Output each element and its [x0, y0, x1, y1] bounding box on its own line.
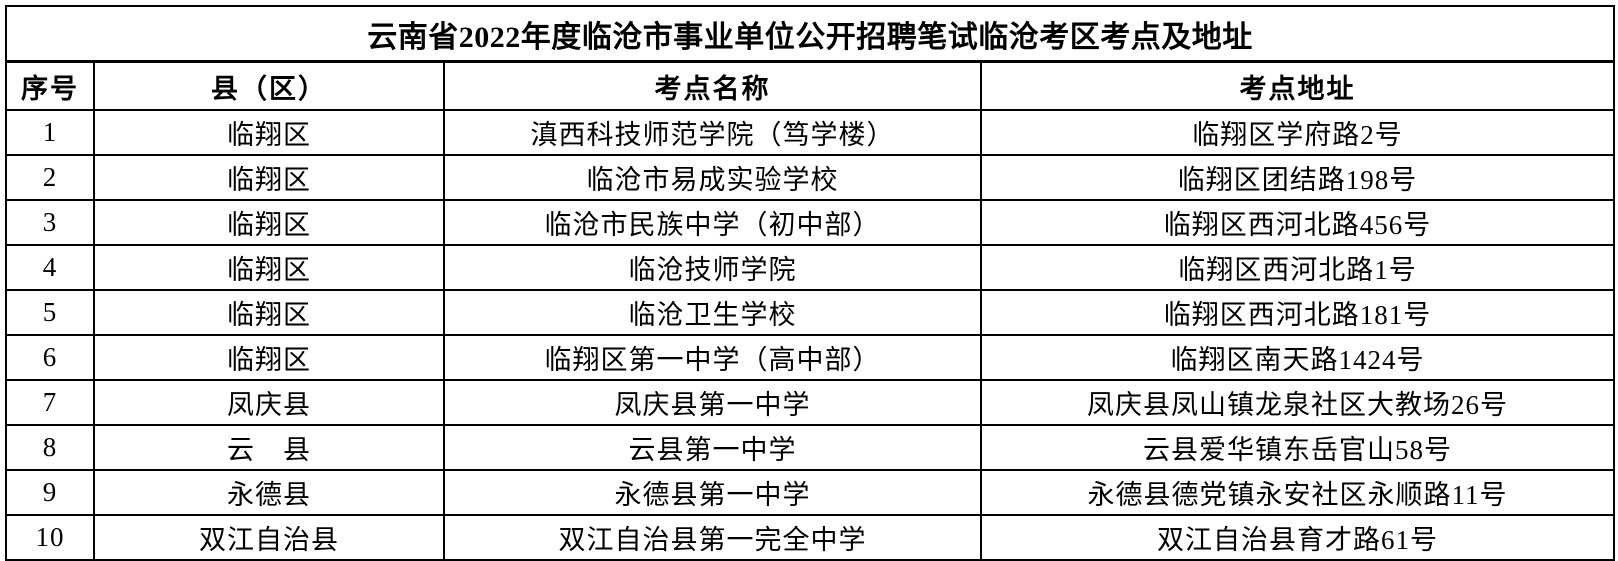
cell-site-address: 凤庆县凤山镇龙泉社区大教场26号 — [980, 379, 1615, 426]
cell-site-name: 临翔区第一中学（高中部） — [443, 334, 982, 381]
table-title: 云南省2022年度临沧市事业单位公开招聘笔试临沧考区考点及地址 — [5, 5, 1615, 63]
cell-index: 9 — [5, 469, 95, 516]
cell-site-name: 临沧技师学院 — [443, 244, 982, 291]
cell-county: 临翔区 — [93, 109, 445, 156]
table-title-row: 云南省2022年度临沧市事业单位公开招聘笔试临沧考区考点及地址 — [5, 5, 1615, 63]
cell-index: 6 — [5, 334, 95, 381]
cell-index: 4 — [5, 244, 95, 291]
table-header-row: 序号 县（区） 考点名称 考点地址 — [5, 60, 1615, 111]
cell-county: 临翔区 — [93, 289, 445, 336]
cell-site-name: 滇西科技师范学院（笃学楼） — [443, 109, 982, 156]
cell-county: 临翔区 — [93, 199, 445, 246]
table-row: 4 临翔区 临沧技师学院 临翔区西河北路1号 — [5, 244, 1615, 291]
cell-site-name: 云县第一中学 — [443, 424, 982, 471]
cell-site-address: 双江自治县育才路61号 — [980, 514, 1615, 561]
column-header-index: 序号 — [5, 60, 95, 111]
column-header-site-address: 考点地址 — [980, 60, 1615, 111]
cell-index: 2 — [5, 154, 95, 201]
column-header-site-name: 考点名称 — [443, 60, 982, 111]
cell-site-address: 永德县德党镇永安社区永顺路11号 — [980, 469, 1615, 516]
table-row: 5 临翔区 临沧卫生学校 临翔区西河北路181号 — [5, 289, 1615, 336]
table-row: 10 双江自治县 双江自治县第一完全中学 双江自治县育才路61号 — [5, 514, 1615, 561]
cell-index: 10 — [5, 514, 95, 561]
table-row: 7 凤庆县 凤庆县第一中学 凤庆县凤山镇龙泉社区大教场26号 — [5, 379, 1615, 426]
cell-site-address: 临翔区学府路2号 — [980, 109, 1615, 156]
cell-site-address: 临翔区西河北路181号 — [980, 289, 1615, 336]
exam-sites-table: 云南省2022年度临沧市事业单位公开招聘笔试临沧考区考点及地址 序号 县（区） … — [5, 5, 1615, 561]
cell-county: 云 县 — [93, 424, 445, 471]
cell-site-name: 凤庆县第一中学 — [443, 379, 982, 426]
cell-county: 凤庆县 — [93, 379, 445, 426]
cell-site-address: 临翔区南天路1424号 — [980, 334, 1615, 381]
table-row: 6 临翔区 临翔区第一中学（高中部） 临翔区南天路1424号 — [5, 334, 1615, 381]
cell-site-name: 临沧卫生学校 — [443, 289, 982, 336]
table-row: 1 临翔区 滇西科技师范学院（笃学楼） 临翔区学府路2号 — [5, 109, 1615, 156]
cell-county: 永德县 — [93, 469, 445, 516]
cell-site-name: 永德县第一中学 — [443, 469, 982, 516]
cell-county: 双江自治县 — [93, 514, 445, 561]
cell-index: 1 — [5, 109, 95, 156]
table-row: 3 临翔区 临沧市民族中学（初中部） 临翔区西河北路456号 — [5, 199, 1615, 246]
cell-site-address: 云县爱华镇东岳官山58号 — [980, 424, 1615, 471]
cell-index: 8 — [5, 424, 95, 471]
cell-index: 3 — [5, 199, 95, 246]
cell-county: 临翔区 — [93, 154, 445, 201]
table-row: 9 永德县 永德县第一中学 永德县德党镇永安社区永顺路11号 — [5, 469, 1615, 516]
cell-site-address: 临翔区西河北路456号 — [980, 199, 1615, 246]
column-header-county: 县（区） — [93, 60, 445, 111]
cell-site-name: 双江自治县第一完全中学 — [443, 514, 982, 561]
cell-index: 7 — [5, 379, 95, 426]
cell-site-name: 临沧市民族中学（初中部） — [443, 199, 982, 246]
table-row: 2 临翔区 临沧市易成实验学校 临翔区团结路198号 — [5, 154, 1615, 201]
cell-site-address: 临翔区西河北路1号 — [980, 244, 1615, 291]
cell-index: 5 — [5, 289, 95, 336]
cell-site-address: 临翔区团结路198号 — [980, 154, 1615, 201]
cell-county: 临翔区 — [93, 244, 445, 291]
cell-site-name: 临沧市易成实验学校 — [443, 154, 982, 201]
table-body: 1 临翔区 滇西科技师范学院（笃学楼） 临翔区学府路2号 2 临翔区 临沧市易成实验学校 临翔… — [5, 109, 1615, 561]
cell-county: 临翔区 — [93, 334, 445, 381]
